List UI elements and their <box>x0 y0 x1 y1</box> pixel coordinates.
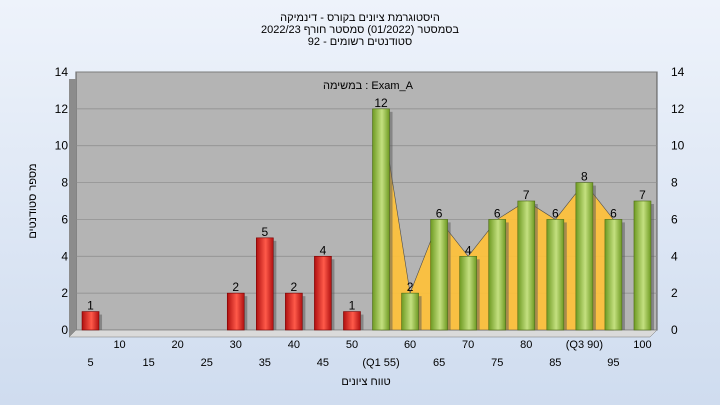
data-label-50: 1 <box>349 299 356 313</box>
x-tick-70: 70 <box>462 339 474 351</box>
y-tick-left-12: 12 <box>55 102 69 116</box>
bar-shadow-40 <box>302 296 306 330</box>
exam-annotation: במשימה : Exam_A <box>323 80 414 92</box>
data-label-80: 7 <box>523 188 530 202</box>
x-tick-20: 20 <box>172 339 184 351</box>
x-tick-85: 85 <box>549 357 561 369</box>
data-label-85: 6 <box>552 206 559 220</box>
x-axis-title: טווח ציונים <box>341 376 390 388</box>
x-tick-90: (Q3 90) <box>566 339 603 351</box>
y-tick-left-8: 8 <box>61 176 68 190</box>
plot-floor <box>68 329 658 338</box>
bar-shadow-85 <box>563 222 567 330</box>
y-tick-left-10: 10 <box>55 139 69 153</box>
bar-30 <box>226 292 245 331</box>
data-label-95: 6 <box>610 206 617 220</box>
bar-shadow-90 <box>592 185 596 330</box>
y-axis-title: מספר סטודנטים <box>27 163 39 238</box>
students-subtitle: סטודנטים רשומים - 92 <box>307 36 413 48</box>
x-tick-25: 25 <box>201 357 213 369</box>
data-label-60: 2 <box>407 280 414 294</box>
bar-35 <box>256 237 274 331</box>
y-tick-right-12: 12 <box>671 102 685 116</box>
data-label-70: 4 <box>465 243 472 257</box>
bar-90 <box>575 182 594 331</box>
bar-shadow-80 <box>534 204 538 330</box>
y-tick-right-6: 6 <box>671 212 678 226</box>
x-tick-75: 75 <box>491 357 503 369</box>
y-tick-left-2: 2 <box>61 286 68 300</box>
data-label-100: 7 <box>639 188 646 202</box>
bar-50 <box>343 311 361 331</box>
data-label-45: 4 <box>320 243 327 257</box>
x-tick-10: 10 <box>113 339 125 351</box>
x-tick-15: 15 <box>143 357 155 369</box>
data-label-90: 8 <box>581 170 588 184</box>
bar-55 <box>372 108 390 331</box>
bar-shadow-100 <box>650 204 654 330</box>
x-tick-40: 40 <box>288 339 300 351</box>
y-tick-right-8: 8 <box>671 176 678 190</box>
y-tick-right-0: 0 <box>671 323 678 337</box>
x-tick-35: 35 <box>259 357 271 369</box>
data-label-55: 12 <box>374 96 388 110</box>
bar-70 <box>459 255 477 331</box>
bar-shadow-95 <box>621 222 625 330</box>
x-tick-60: 60 <box>404 339 416 351</box>
x-tick-30: 30 <box>230 339 242 351</box>
bar-shadow-75 <box>505 222 509 330</box>
semester-subtitle: בסמסטר (01/2022) סמסטר חורף 2022/23 <box>260 24 460 36</box>
data-label-65: 6 <box>436 206 443 220</box>
bar-80 <box>517 200 536 331</box>
x-tick-55: (Q1 55) <box>362 357 399 369</box>
y-tick-left-6: 6 <box>61 212 68 226</box>
data-label-40: 2 <box>291 280 298 294</box>
bar-shadow-55 <box>389 111 393 330</box>
y-tick-left-4: 4 <box>61 249 68 263</box>
x-tick-65: 65 <box>433 357 445 369</box>
y-tick-left-0: 0 <box>61 323 68 337</box>
bar-shadow-30 <box>244 296 248 330</box>
data-label-5: 1 <box>87 299 94 313</box>
bar-65 <box>430 219 448 331</box>
bar-shadow-70 <box>476 259 480 330</box>
y-tick-right-14: 14 <box>671 65 685 79</box>
data-label-75: 6 <box>494 206 501 220</box>
bar-60 <box>401 292 419 331</box>
x-tick-50: 50 <box>346 339 358 351</box>
x-tick-100: 100 <box>633 339 651 351</box>
bar-shadow-35 <box>273 240 277 330</box>
bar-shadow-5 <box>99 314 103 330</box>
x-tick-80: 80 <box>520 339 532 351</box>
bar-45 <box>314 255 332 331</box>
bar-shadow-60 <box>418 296 422 330</box>
x-tick-95: 95 <box>607 357 619 369</box>
y-tick-right-2: 2 <box>671 286 678 300</box>
bar-85 <box>546 219 565 331</box>
y-tick-right-10: 10 <box>671 139 685 153</box>
bar-40 <box>285 292 303 331</box>
x-tick-5: 5 <box>87 357 93 369</box>
x-tick-45: 45 <box>317 357 329 369</box>
bar-75 <box>488 219 507 331</box>
y-tick-left-14: 14 <box>55 65 69 79</box>
bar-shadow-50 <box>360 314 364 330</box>
bar-5 <box>81 311 100 331</box>
y-tick-right-4: 4 <box>671 249 678 263</box>
bar-100 <box>633 200 652 331</box>
bar-shadow-65 <box>447 222 451 330</box>
chart-title: היסטוגרמת ציונים בקורס - דינמיקה <box>280 12 440 24</box>
plot-depth-wall <box>69 79 76 337</box>
data-label-30: 2 <box>232 280 239 294</box>
bar-shadow-45 <box>331 259 335 330</box>
bar-95 <box>604 219 623 331</box>
data-label-35: 5 <box>261 225 268 239</box>
